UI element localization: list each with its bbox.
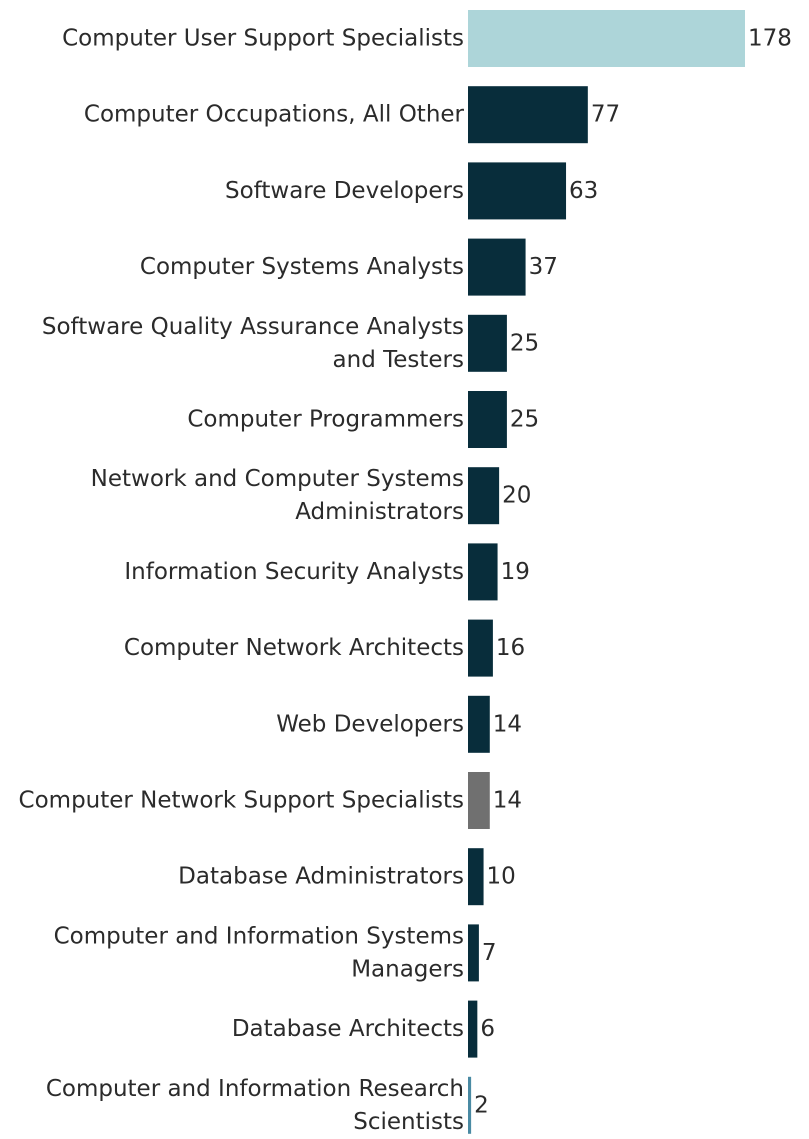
value-label: 77 bbox=[591, 102, 620, 128]
bar bbox=[468, 314, 507, 372]
bar-row: Database Administrators 10 bbox=[178, 848, 516, 906]
bar bbox=[468, 619, 493, 677]
category-label: Computer Network Support Specialists bbox=[19, 788, 464, 814]
value-label: 2 bbox=[474, 1092, 489, 1118]
category-label: Software Quality Assurance Analysts and T… bbox=[42, 314, 464, 373]
bar-row: Computer Network Support Specialists 14 bbox=[19, 772, 522, 829]
bar bbox=[468, 695, 490, 753]
value-label: 14 bbox=[493, 711, 522, 737]
bar bbox=[468, 10, 745, 67]
bar-row: Software Quality Assurance Analysts and T… bbox=[42, 314, 539, 373]
category-label: Network and Computer Systems Administrato… bbox=[91, 466, 464, 525]
bar bbox=[468, 543, 498, 601]
bar bbox=[468, 924, 479, 982]
bar bbox=[468, 1076, 472, 1134]
bar bbox=[468, 1000, 478, 1058]
value-label: 19 bbox=[501, 559, 530, 585]
bar-row: Computer Occupations, All Other 77 bbox=[84, 86, 620, 144]
value-label: 63 bbox=[569, 178, 598, 204]
bar bbox=[468, 467, 500, 525]
category-label: Computer Occupations, All Other bbox=[84, 102, 465, 128]
category-label: Information Security Analysts bbox=[124, 559, 464, 585]
category-label: Computer Programmers bbox=[187, 407, 464, 433]
bar bbox=[468, 86, 588, 144]
value-label: 10 bbox=[487, 864, 516, 890]
value-label: 37 bbox=[529, 254, 558, 280]
value-label: 7 bbox=[482, 940, 497, 966]
bar bbox=[468, 238, 526, 296]
bar bbox=[468, 848, 484, 906]
category-label: Computer and Information Research Scienti… bbox=[46, 1076, 464, 1135]
category-label: Computer and Information Systems Managers bbox=[54, 923, 464, 982]
bar-row: Software Developers 63 bbox=[225, 162, 598, 220]
category-label: Computer Systems Analysts bbox=[140, 254, 464, 280]
category-label: Database Administrators bbox=[178, 864, 464, 890]
bar-row: Database Architects 6 bbox=[232, 1000, 495, 1058]
value-label: 14 bbox=[493, 788, 522, 814]
category-label: Computer User Support Specialists bbox=[62, 26, 464, 52]
bar-row: Web Developers 14 bbox=[276, 695, 522, 753]
bar-row: Information Security Analysts 19 bbox=[124, 543, 530, 601]
value-label: 25 bbox=[510, 407, 539, 433]
bar-row: Computer Network Architects 16 bbox=[124, 619, 525, 677]
bar bbox=[468, 391, 507, 448]
category-label: Web Developers bbox=[276, 711, 464, 737]
value-label: 178 bbox=[748, 26, 792, 52]
bar bbox=[468, 162, 567, 220]
category-label: Database Architects bbox=[232, 1016, 464, 1042]
value-label: 25 bbox=[510, 330, 539, 356]
bar-row: Computer User Support Specialists 178 bbox=[62, 10, 792, 67]
bar-row: Computer Programmers 25 bbox=[187, 391, 539, 448]
value-label: 16 bbox=[496, 635, 525, 661]
bar-row: Computer and Information Research Scienti… bbox=[46, 1076, 489, 1135]
bar-row: Computer Systems Analysts 37 bbox=[140, 238, 558, 296]
value-label: 20 bbox=[502, 483, 531, 509]
category-label: Computer Network Architects bbox=[124, 635, 464, 661]
bar-row: Computer and Information Systems Managers… bbox=[54, 923, 497, 982]
bar-row: Network and Computer Systems Administrato… bbox=[91, 466, 532, 525]
value-label: 6 bbox=[480, 1016, 495, 1042]
category-label: Software Developers bbox=[225, 178, 464, 204]
bar bbox=[468, 772, 490, 829]
